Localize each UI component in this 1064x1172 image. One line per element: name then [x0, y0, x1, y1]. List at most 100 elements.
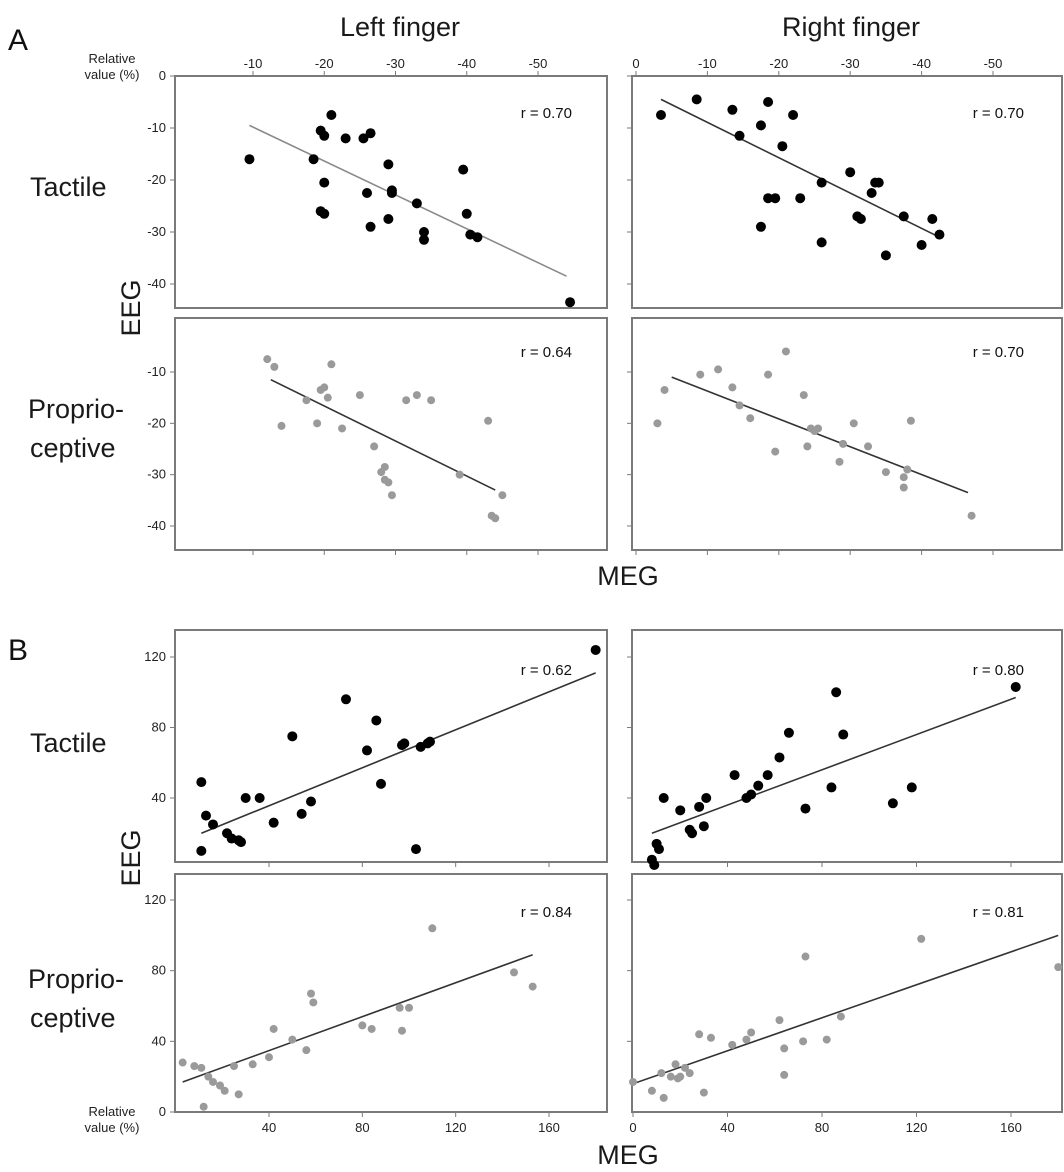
data-point — [676, 1072, 685, 1081]
data-point — [881, 468, 890, 477]
regression-line — [249, 124, 567, 277]
data-point — [510, 968, 518, 977]
scatter-panels: -10 -20 -30 -40 -500-10-20-30-40r = 0.700 -10… — [144, 56, 1063, 1135]
panel-b-left-tactile: 40 80 120 r = 0.62 — [144, 629, 608, 867]
data-point — [696, 370, 705, 379]
correlation-label: r = 0.70 — [973, 105, 1024, 122]
data-point — [647, 1086, 656, 1095]
data-point — [277, 421, 286, 430]
data-point — [319, 208, 330, 219]
data-point — [236, 837, 246, 848]
data-point — [455, 470, 464, 479]
data-point — [799, 1037, 808, 1046]
regression-line — [182, 954, 533, 1083]
data-point — [899, 483, 908, 492]
data-point — [358, 133, 369, 144]
data-point — [657, 1069, 666, 1078]
data-point — [265, 1053, 273, 1062]
data-point — [386, 188, 397, 198]
data-point — [196, 845, 207, 856]
panel-label-a: A — [8, 24, 28, 57]
data-point — [729, 770, 740, 781]
data-point — [270, 362, 279, 371]
data-point — [659, 1093, 668, 1102]
column-title-right: Right finger — [782, 12, 920, 42]
panel-frame — [174, 75, 608, 309]
data-point — [461, 208, 472, 219]
data-point — [319, 130, 330, 141]
data-point — [781, 347, 790, 356]
data-point — [411, 198, 422, 209]
panel-frame — [631, 629, 1063, 863]
correlation-label: r = 0.70 — [973, 344, 1024, 361]
y-tick-label: 80 — [152, 720, 166, 735]
panel-a-left-proprioceptive: -10 -20 -30 -40 r = 0.64 — [147, 317, 608, 555]
data-point — [753, 780, 764, 791]
data-point — [831, 687, 842, 698]
panel-b-right-tactile: r = 0.80 — [627, 629, 1063, 870]
data-point — [201, 810, 211, 821]
y-tick-label: 120 — [144, 892, 166, 907]
data-point — [263, 355, 272, 364]
data-point — [727, 104, 738, 115]
data-point — [296, 808, 307, 819]
data-point — [319, 177, 330, 188]
x-tick-label: 80 — [355, 1120, 369, 1135]
data-point — [873, 177, 884, 188]
data-point — [742, 1035, 751, 1044]
row-label-proprio-a-line1: Proprio- — [28, 394, 124, 424]
y-tick-label: 0 — [159, 1104, 166, 1119]
data-point — [783, 727, 794, 738]
correlation-label: r = 0.62 — [521, 662, 572, 679]
x-tick-label: -30 — [386, 56, 405, 71]
data-point — [327, 360, 336, 369]
panel-a-right-proprioceptive: r = 0.70 — [627, 317, 1063, 555]
data-point — [199, 1102, 208, 1111]
data-point — [916, 240, 927, 250]
row-label-proprio-a-line2: ceptive — [30, 433, 116, 463]
data-point — [835, 457, 844, 466]
data-point — [800, 803, 811, 814]
relative-value-label-a-line2: value (%) — [85, 67, 140, 82]
data-point — [653, 419, 662, 428]
x-tick-label: -10 — [244, 56, 263, 71]
relative-value-label-a-line1: Relative — [89, 51, 136, 66]
x-tick-label: 80 — [815, 1120, 829, 1135]
data-point — [655, 110, 666, 120]
data-point — [307, 989, 315, 998]
data-point — [196, 777, 207, 788]
axis-title-meg-b: MEG — [597, 1140, 659, 1170]
data-point — [906, 782, 917, 793]
data-point — [898, 211, 909, 222]
data-point — [649, 859, 660, 870]
x-tick-label: -50 — [984, 56, 1003, 71]
data-point — [695, 1030, 704, 1039]
y-tick-label: -10 — [147, 120, 166, 135]
axis-title-eeg-a: EEG — [116, 279, 146, 336]
data-point — [763, 97, 774, 107]
data-point — [714, 365, 723, 374]
data-point — [880, 250, 891, 261]
data-point — [747, 1028, 756, 1037]
data-point — [666, 1072, 675, 1081]
data-point — [671, 1060, 680, 1069]
data-point — [197, 1063, 206, 1072]
data-point — [706, 1033, 715, 1042]
data-point — [775, 1016, 784, 1025]
data-point — [340, 133, 351, 144]
data-point — [288, 1035, 297, 1044]
data-point — [699, 1088, 708, 1097]
data-point — [788, 110, 799, 120]
data-point — [839, 439, 848, 448]
data-point — [735, 401, 744, 410]
data-point — [822, 1035, 831, 1044]
panel-a-right-tactile: 0 -10 -20 -30 -40 -50 r = 0.70 — [627, 56, 1063, 309]
x-tick-label: -40 — [912, 56, 931, 71]
data-point — [425, 736, 435, 747]
data-point — [383, 159, 394, 170]
data-point — [845, 167, 856, 178]
data-point — [746, 414, 755, 423]
data-point — [906, 416, 915, 425]
data-point — [698, 821, 709, 832]
data-point — [887, 798, 898, 809]
